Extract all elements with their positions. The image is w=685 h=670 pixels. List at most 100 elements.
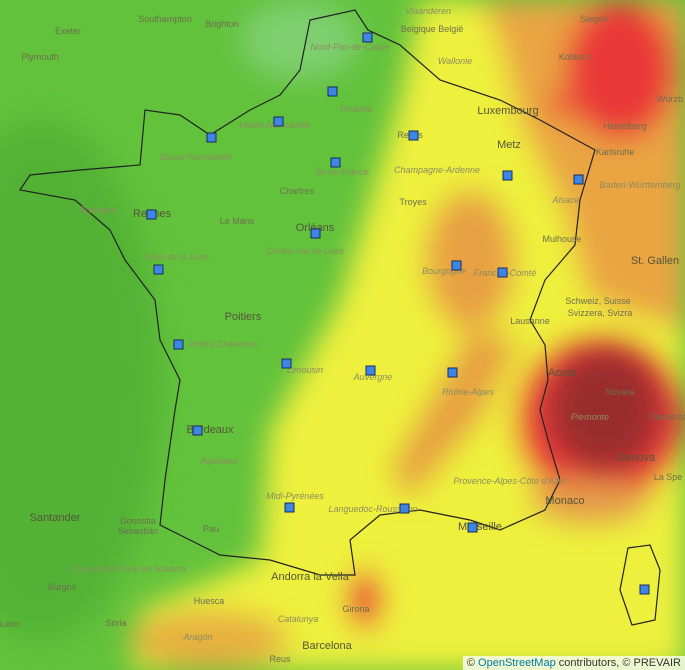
station: [447, 367, 458, 378]
map-label: Aosta: [548, 367, 577, 379]
map-label: Nord-Pas-de-Calais: [310, 42, 390, 52]
station: [327, 86, 338, 97]
map-label: Rhône-Alpes: [442, 387, 495, 397]
map-label: Centre-Val de Loire: [266, 246, 344, 256]
map-label: Chartres: [280, 186, 315, 196]
map-label: Belgique België: [401, 24, 464, 34]
map-label: Limousin: [287, 365, 323, 375]
map-label: Poitiers: [225, 311, 262, 323]
station: [173, 339, 184, 350]
map-label: Siegen: [580, 14, 608, 24]
station: [284, 502, 295, 513]
labels: Southampton Brighton Exeter Plymouth Vlaande…: [0, 6, 685, 664]
station: [502, 170, 513, 181]
station: [146, 209, 157, 220]
station: [639, 584, 650, 595]
map-label: Lausanne: [510, 316, 550, 326]
map-label: Girona: [342, 604, 369, 614]
map-label: Plymouth: [21, 52, 59, 62]
map-label: Picardie: [340, 104, 373, 114]
attribution-suffix: contributors, © PREVAIR: [558, 657, 681, 669]
map-label: Catalunya: [278, 614, 319, 624]
map-label: St. Gallen: [631, 255, 679, 267]
map-label: Aquitaine: [199, 456, 238, 466]
station: [573, 174, 584, 185]
station: [192, 425, 203, 436]
attribution: © OpenStreetMap contributors, © PREVAIR: [462, 656, 685, 670]
map-label: Donostia: [120, 516, 156, 526]
map-label: Poitou-Charentes: [188, 339, 259, 349]
map-label: Orléans: [296, 222, 335, 234]
map-label: Basse-Normandie: [160, 152, 232, 162]
map-label: Piacenza: [649, 412, 685, 422]
map-label: Bretagne: [80, 205, 117, 215]
map-label: Provence-Alpes-Côte d'Azur: [453, 476, 567, 486]
map-label: Piemonte: [571, 412, 609, 422]
map-label: Pau: [203, 524, 219, 534]
map-label: Champagne-Ardenne: [394, 165, 480, 175]
map-label: Würzb: [657, 94, 683, 104]
attribution-prefix: ©: [466, 657, 475, 669]
station: [206, 132, 217, 143]
station: [310, 228, 321, 239]
map-label: Marseille: [458, 521, 502, 533]
map-label: Vlaanderen: [405, 6, 451, 16]
map-label: Huesca: [194, 596, 225, 606]
stations: [146, 32, 650, 595]
station: [281, 358, 292, 369]
map-label: Schweiz, Suisse: [565, 296, 631, 306]
map-label: Languedoc-Roussillon: [328, 504, 417, 514]
map-label: Burgos: [48, 582, 77, 592]
station: [362, 32, 373, 43]
map-label: Heidelberg: [603, 121, 647, 131]
map-label: Troyes: [399, 197, 427, 207]
map-label: Soria: [105, 618, 126, 628]
map-label: La Spe: [654, 472, 683, 482]
map-label: Reus: [269, 654, 291, 664]
map-label: Andorra la Vella: [271, 571, 350, 583]
map-label: Exeter: [55, 26, 81, 36]
station: [365, 365, 376, 376]
map-label: Genova: [617, 452, 656, 464]
map-label: Karlsruhe: [596, 147, 635, 157]
station: [330, 157, 341, 168]
map-label: Île-de-France: [315, 167, 369, 177]
map-label: Metz: [497, 139, 521, 151]
station: [153, 264, 164, 275]
map-label: Barcelona: [302, 640, 352, 652]
osm-link[interactable]: OpenStreetMap: [478, 657, 556, 669]
station: [408, 130, 419, 141]
corsica: [619, 544, 661, 626]
station: [451, 260, 462, 271]
map-label: Midi-Pyrénées: [266, 491, 324, 501]
map-label: Mulhouse: [542, 234, 581, 244]
map-label: Le Mans: [220, 216, 255, 226]
map-label: Aragón: [182, 632, 212, 642]
map-label: Bourgogne: [422, 266, 466, 276]
border: [18, 9, 596, 576]
map-label: Monaco: [545, 495, 584, 507]
map-label: Baden-Württemberg: [599, 180, 680, 190]
map-label: Wallonie: [438, 56, 472, 66]
map-label: Luxembourg: [477, 105, 538, 117]
map-label: Sebastián: [118, 526, 158, 536]
map-label: Svizzera, Svizra: [568, 308, 633, 318]
map-label: Brighton: [205, 19, 239, 29]
station: [467, 522, 478, 533]
station: [273, 116, 284, 127]
map-label: Pays de la Loire: [145, 252, 210, 262]
map-label: Alsace: [551, 195, 579, 205]
map-label: Auvergne: [353, 372, 393, 382]
map-label: Novara: [605, 387, 634, 397]
map-label: Santander: [30, 512, 81, 524]
high-concentration: [550, 350, 660, 470]
map-label: Comunidad Foral de Navarra: [70, 564, 186, 574]
station: [399, 503, 410, 514]
map-label: Southampton: [138, 14, 192, 24]
map-label: Koblenz: [559, 52, 592, 62]
map-label: León: [0, 619, 20, 629]
station: [497, 267, 508, 278]
